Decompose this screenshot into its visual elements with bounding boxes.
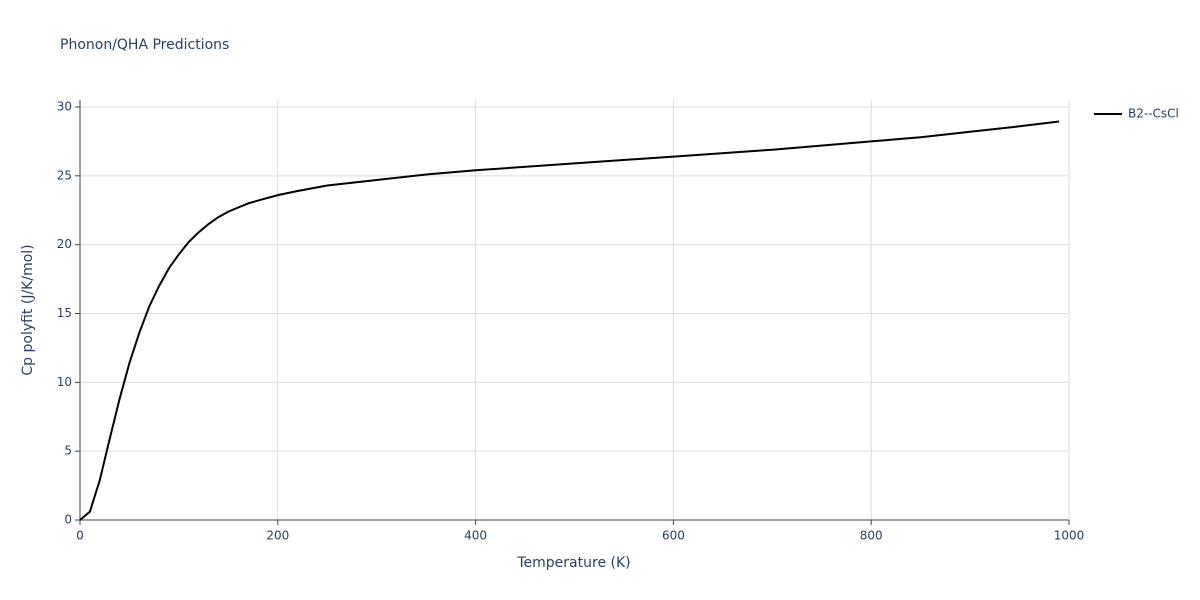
y-tick-label: 5 bbox=[64, 444, 72, 458]
y-tick-label: 25 bbox=[57, 168, 72, 182]
chart-title: Phonon/QHA Predictions bbox=[60, 37, 229, 53]
legend-label: B2--CsCl bbox=[1128, 107, 1179, 121]
y-tick-label: 0 bbox=[64, 513, 72, 527]
x-tick-label: 600 bbox=[662, 529, 685, 543]
x-tick-label: 0 bbox=[76, 529, 84, 543]
y-tick-label: 30 bbox=[57, 100, 72, 114]
x-tick-label: 200 bbox=[266, 529, 289, 543]
x-tick-label: 800 bbox=[860, 529, 883, 543]
x-tick-label: 1000 bbox=[1054, 529, 1085, 543]
y-axis-title: Cp polyfit (J/K/mol) bbox=[20, 244, 36, 375]
x-axis-title: Temperature (K) bbox=[516, 555, 630, 571]
y-tick-label: 20 bbox=[57, 237, 72, 251]
y-tick-label: 10 bbox=[57, 375, 72, 389]
x-tick-label: 400 bbox=[464, 529, 487, 543]
y-tick-label: 15 bbox=[57, 306, 72, 320]
line-series bbox=[79, 120, 1060, 521]
